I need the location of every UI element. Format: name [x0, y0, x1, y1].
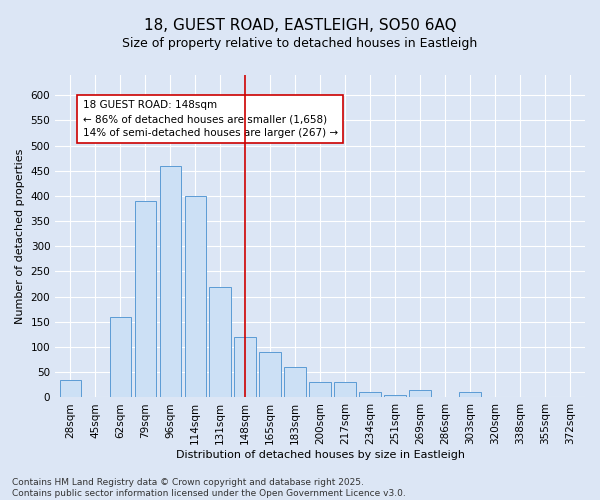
Bar	[409, 390, 431, 398]
Bar	[359, 392, 380, 398]
Bar	[460, 392, 481, 398]
Bar	[209, 286, 231, 398]
X-axis label: Distribution of detached houses by size in Eastleigh: Distribution of detached houses by size …	[176, 450, 464, 460]
Bar	[185, 196, 206, 398]
Bar	[235, 337, 256, 398]
Bar	[59, 380, 81, 398]
Bar	[385, 395, 406, 398]
Text: Size of property relative to detached houses in Eastleigh: Size of property relative to detached ho…	[122, 38, 478, 51]
Text: 18 GUEST ROAD: 148sqm
← 86% of detached houses are smaller (1,658)
14% of semi-d: 18 GUEST ROAD: 148sqm ← 86% of detached …	[83, 100, 338, 138]
Bar	[259, 352, 281, 398]
Y-axis label: Number of detached properties: Number of detached properties	[15, 148, 25, 324]
Bar	[134, 201, 156, 398]
Bar	[110, 317, 131, 398]
Bar	[334, 382, 356, 398]
Text: 18, GUEST ROAD, EASTLEIGH, SO50 6AQ: 18, GUEST ROAD, EASTLEIGH, SO50 6AQ	[143, 18, 457, 32]
Bar	[284, 367, 306, 398]
Text: Contains HM Land Registry data © Crown copyright and database right 2025.
Contai: Contains HM Land Registry data © Crown c…	[12, 478, 406, 498]
Bar	[160, 166, 181, 398]
Bar	[310, 382, 331, 398]
